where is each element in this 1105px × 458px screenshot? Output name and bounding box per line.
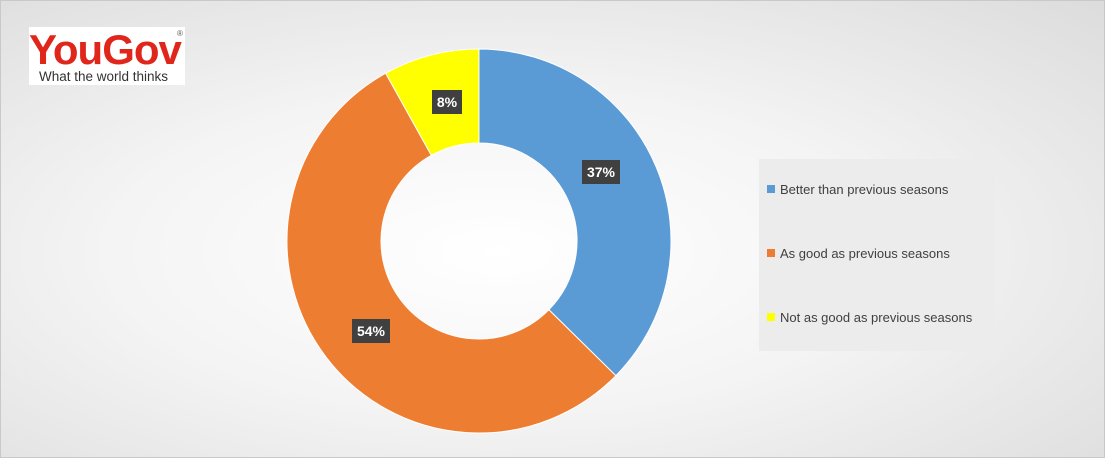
data-label-text-not-as-good: 8% (437, 94, 458, 110)
legend-swatch-not-as-good (767, 313, 775, 321)
data-label-text-as-good: 54% (357, 323, 386, 339)
logo-tagline: What the world thinks (39, 69, 169, 84)
data-label-text-better: 37% (587, 164, 616, 180)
slice-as-good (286, 72, 617, 434)
legend-swatch-better (767, 185, 775, 193)
data-label-better: 37% (582, 160, 620, 184)
chart-legend: Better than previous seasons As good as … (759, 159, 995, 351)
legend-item-better: Better than previous seasons (767, 181, 948, 197)
logo-registered-mark: ® (177, 29, 183, 38)
logo-wordmark: YouGov (29, 26, 182, 73)
data-label-box-as-good (352, 319, 390, 343)
slice-better (478, 48, 672, 377)
data-label-box-not-as-good (432, 90, 462, 114)
legend-label-not-as-good: Not as good as previous seasons (780, 309, 973, 325)
legend-swatch-as-good (767, 249, 775, 257)
legend-label-better: Better than previous seasons (780, 181, 949, 197)
data-label-as-good: 54% (352, 319, 390, 343)
yougov-logo: YouGov ® What the world thinks (29, 27, 185, 85)
data-label-not-as-good: 8% (432, 90, 462, 114)
legend-label-as-good: As good as previous seasons (780, 245, 950, 261)
data-label-box-better (582, 160, 620, 184)
legend-item-not-as-good: Not as good as previous seasons (767, 309, 972, 325)
legend-item-as-good: As good as previous seasons (767, 245, 950, 261)
